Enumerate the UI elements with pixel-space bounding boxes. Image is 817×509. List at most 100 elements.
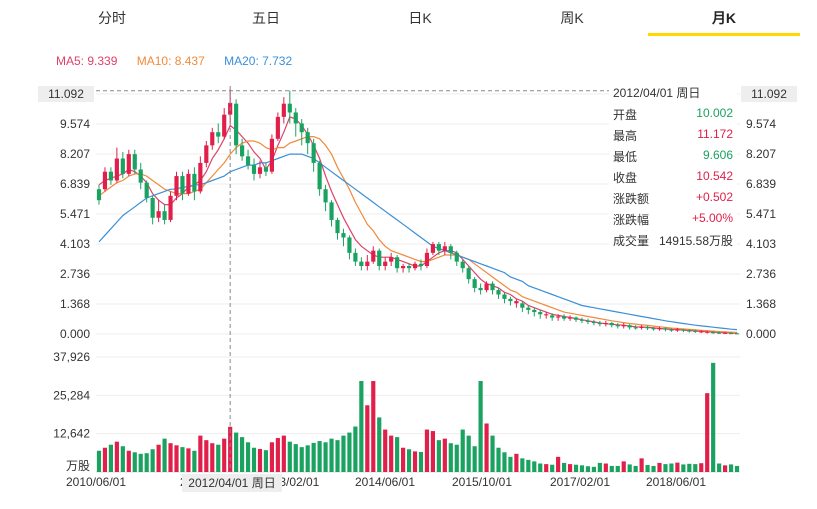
- tab-intraday[interactable]: 分时: [98, 10, 126, 26]
- price-tick-label-left: 8.207: [60, 147, 90, 161]
- volume-bar: [532, 461, 537, 472]
- info-value: 11.172: [697, 127, 733, 141]
- volume-bar: [669, 463, 674, 472]
- volume-bar: [609, 465, 614, 472]
- volume-bar: [383, 429, 388, 472]
- volume-bar: [377, 417, 382, 472]
- volume-bar: [621, 461, 626, 472]
- candle-body: [180, 176, 185, 194]
- volume-bar: [156, 444, 161, 472]
- candle-body: [275, 116, 280, 139]
- crosshair-price-badge-right: 11.092: [741, 86, 797, 102]
- candle-body: [699, 331, 704, 333]
- info-value: 10.542: [696, 169, 733, 183]
- candle-body: [466, 268, 471, 280]
- candle-body: [723, 332, 728, 334]
- volume-bar: [168, 443, 173, 472]
- volume-bar: [347, 432, 352, 472]
- info-key: 涨跌额: [613, 192, 650, 206]
- candle-body: [216, 132, 221, 137]
- candle-body: [430, 244, 435, 253]
- candle-body: [114, 158, 119, 181]
- info-row-low: 最低 9.606: [613, 148, 735, 168]
- volume-bar: [305, 445, 310, 472]
- candle-body: [472, 279, 477, 288]
- volume-bar: [395, 437, 400, 472]
- price-tick-label-left: 6.839: [60, 177, 90, 191]
- candle-body: [251, 165, 257, 174]
- info-row-high: 最高 11.172: [613, 127, 735, 147]
- volume-bar: [424, 429, 430, 472]
- ma20-line: [98, 153, 738, 331]
- info-value: +5.00%: [691, 211, 733, 225]
- volume-bar: [556, 456, 561, 472]
- tab-monthly-k[interactable]: 月K: [711, 10, 737, 26]
- info-key: 收盘: [613, 171, 638, 185]
- volume-bar: [699, 463, 704, 472]
- volume-bar: [186, 448, 191, 472]
- candle-body: [675, 329, 680, 331]
- candle-body: [490, 283, 495, 291]
- info-row-change: 涨跌额 +0.502: [613, 190, 735, 210]
- tab-weekly-k[interactable]: 周K: [560, 10, 584, 26]
- candle-body: [508, 298, 513, 302]
- volume-bar: [514, 453, 519, 472]
- candle-body: [126, 154, 131, 174]
- volume-bar: [126, 450, 131, 472]
- volume-bar: [311, 442, 316, 472]
- volume-bar: [508, 456, 513, 472]
- candle-body: [138, 169, 143, 183]
- candle-body: [579, 319, 585, 321]
- price-tick-label-left: 1.368: [60, 297, 90, 311]
- price-tick-label-left: 4.103: [60, 237, 90, 251]
- candle-body: [639, 326, 644, 328]
- volume-bar: [180, 447, 185, 472]
- volume-bar: [526, 459, 531, 472]
- volume-bar: [460, 429, 465, 472]
- volume-bar: [448, 443, 453, 472]
- volume-bar: [317, 441, 322, 472]
- candle-body: [377, 250, 382, 267]
- candle-body: [401, 266, 406, 269]
- candle-body: [96, 189, 102, 201]
- candle-body: [705, 331, 710, 333]
- candle-body: [263, 167, 269, 172]
- candle-body: [526, 307, 531, 310]
- x-tick-label: 2018/06/01: [646, 475, 706, 489]
- candle-body: [406, 266, 412, 269]
- candle-body: [102, 171, 108, 190]
- info-value: 14915.58万股: [658, 234, 733, 248]
- price-tick-label-right: 6.839: [746, 177, 776, 191]
- price-tick-label-right: 5.471: [746, 207, 776, 221]
- volume-bar: [693, 464, 698, 472]
- volume-bar: [204, 440, 209, 472]
- volume-bar: [412, 451, 418, 472]
- volume-bar: [490, 435, 495, 472]
- volume-bar: [162, 438, 167, 472]
- volume-bar: [257, 448, 263, 472]
- candle-body: [150, 198, 155, 218]
- candle-body: [657, 328, 662, 330]
- candle-body: [728, 333, 734, 335]
- candle-body: [717, 332, 722, 334]
- volume-bar: [687, 463, 692, 472]
- candle-body: [287, 103, 292, 113]
- tab-five-day[interactable]: 五日: [252, 10, 280, 26]
- ma20-label: MA20: 7.732: [224, 54, 293, 68]
- candle-body: [538, 312, 543, 315]
- candle-body: [329, 202, 334, 220]
- volume-bar: [335, 440, 340, 472]
- candle-body: [168, 195, 173, 220]
- info-key: 最低: [613, 150, 638, 164]
- candle-body: [204, 145, 209, 163]
- x-tick-label: 13/02/01: [273, 475, 320, 489]
- tab-daily-k[interactable]: 日K: [408, 10, 432, 26]
- volume-bar: [502, 452, 507, 472]
- volume-bar: [234, 432, 239, 472]
- crosshair-price-badge-left: 11.092: [38, 86, 94, 102]
- volume-bar: [603, 463, 608, 472]
- candle-body: [693, 330, 698, 332]
- candle-body: [418, 263, 424, 267]
- candle-body: [573, 317, 579, 320]
